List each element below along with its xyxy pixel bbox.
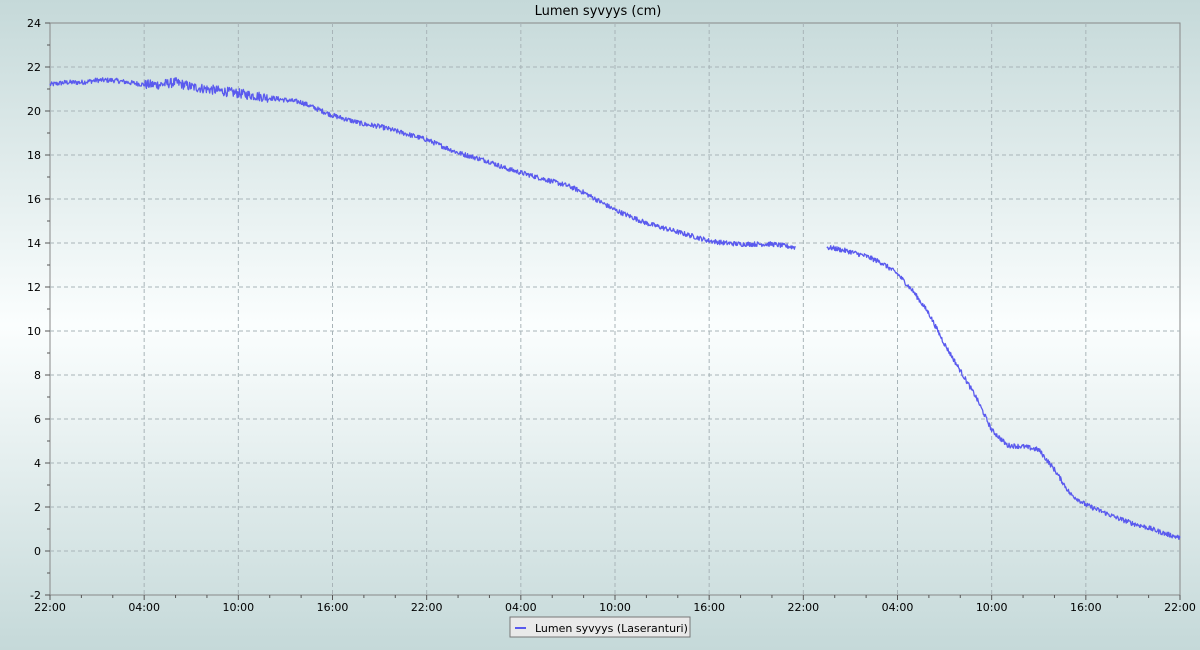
x-tick-label: 04:00 <box>882 601 914 614</box>
x-tick-label: 16:00 <box>317 601 349 614</box>
y-tick-label: 0 <box>34 545 41 558</box>
y-tick-label: 12 <box>27 281 41 294</box>
y-tick-label: 10 <box>27 325 41 338</box>
x-tick-label: 04:00 <box>128 601 160 614</box>
y-tick-label: -2 <box>30 589 41 602</box>
x-tick-label: 10:00 <box>222 601 254 614</box>
y-tick-label: 2 <box>34 501 41 514</box>
grid-lines <box>50 23 1180 595</box>
x-tick-label: 16:00 <box>693 601 725 614</box>
x-tick-label: 22:00 <box>34 601 66 614</box>
x-tick-label: 16:00 <box>1070 601 1102 614</box>
series-line <box>826 245 1181 540</box>
y-tick-label: 8 <box>34 369 41 382</box>
y-tick-label: 14 <box>27 237 41 250</box>
y-tick-label: 6 <box>34 413 41 426</box>
legend-box <box>509 616 691 638</box>
legend-label: Lumen syvyys (Laseranturi) <box>535 622 688 635</box>
series-layer <box>49 77 1181 540</box>
y-tick-label: 22 <box>27 61 41 74</box>
y-tick-label: 24 <box>27 17 41 30</box>
chart-title: Lumen syvyys (cm) <box>535 4 662 19</box>
legend[interactable]: Lumen syvyys (Laseranturi) <box>509 616 691 638</box>
y-tick-label: 16 <box>27 193 41 206</box>
x-tick-label: 22:00 <box>411 601 443 614</box>
x-tick-label: 10:00 <box>976 601 1008 614</box>
x-tick-label: 04:00 <box>505 601 537 614</box>
x-tick-label: 22:00 <box>1164 601 1196 614</box>
x-tick-label: 10:00 <box>599 601 631 614</box>
x-tick-label: 22:00 <box>787 601 819 614</box>
series-line <box>49 77 797 250</box>
y-tick-label: 4 <box>34 457 41 470</box>
y-tick-label: 20 <box>27 105 41 118</box>
y-tick-label: 18 <box>27 149 41 162</box>
